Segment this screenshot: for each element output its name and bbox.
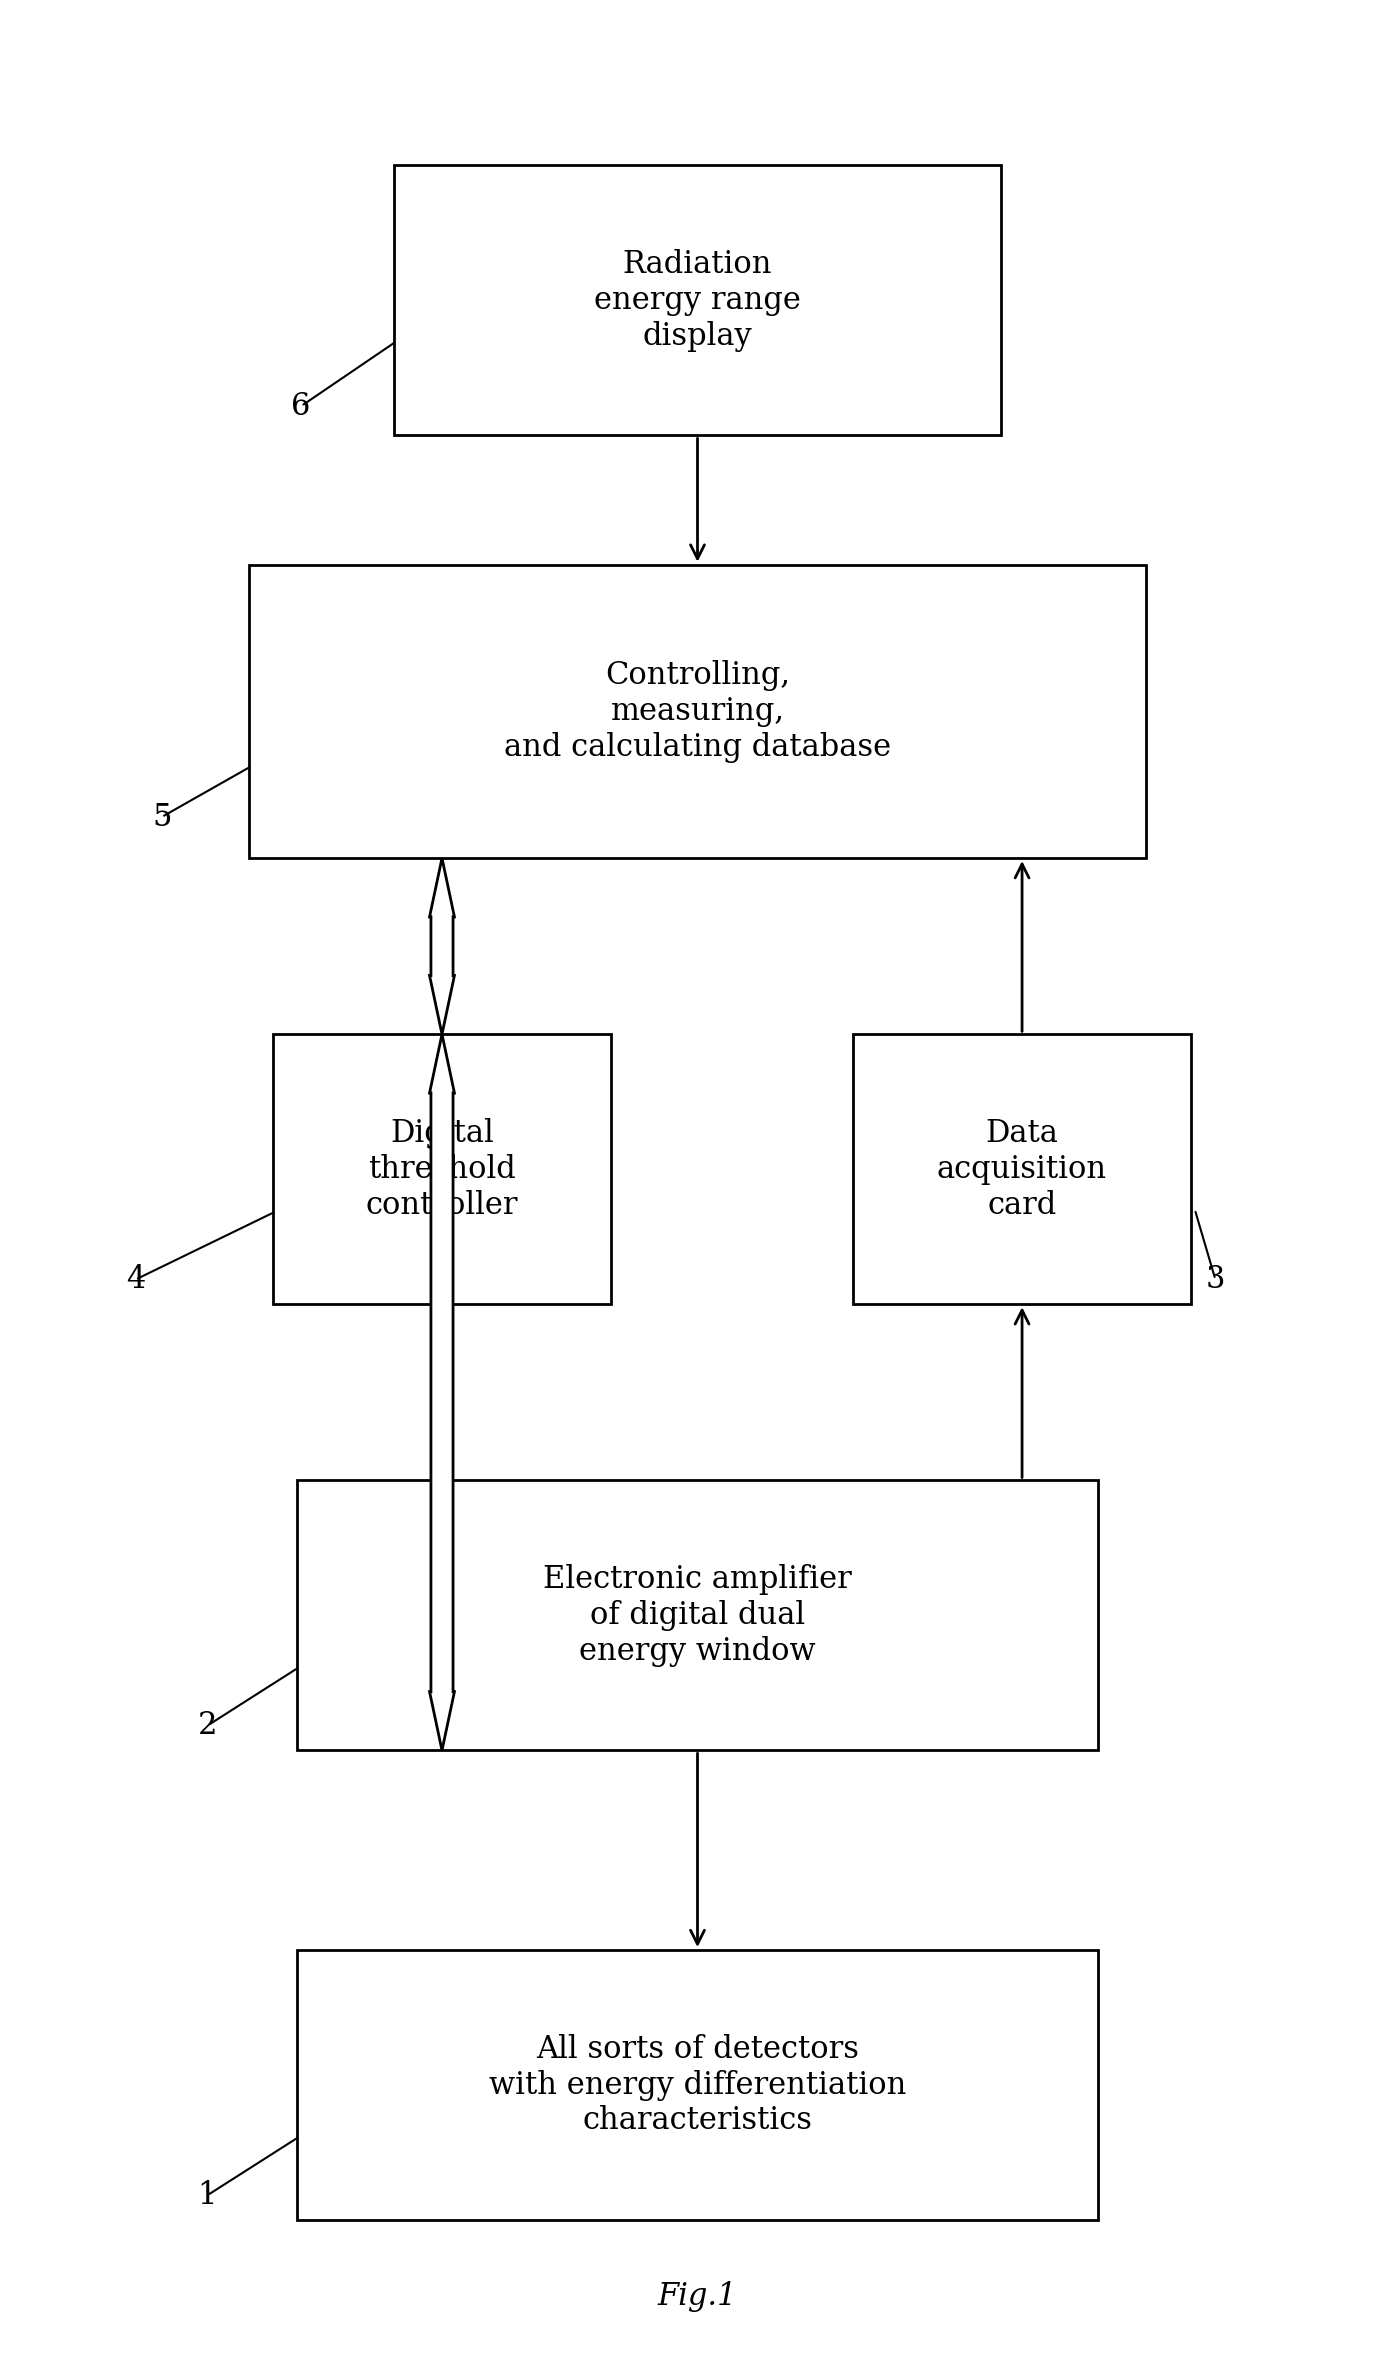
FancyBboxPatch shape bbox=[297, 1951, 1098, 2220]
FancyBboxPatch shape bbox=[393, 165, 1002, 435]
Text: Data
acquisition
card: Data acquisition card bbox=[937, 1117, 1108, 1221]
Polygon shape bbox=[430, 1035, 455, 1750]
Text: 2: 2 bbox=[198, 1710, 218, 1741]
Text: 1: 1 bbox=[198, 2180, 218, 2211]
FancyBboxPatch shape bbox=[248, 565, 1147, 857]
Text: Radiation
energy range
display: Radiation energy range display bbox=[594, 248, 801, 352]
Polygon shape bbox=[430, 857, 455, 1035]
Text: All sorts of detectors
with energy differentiation
characteristics: All sorts of detectors with energy diffe… bbox=[488, 2034, 907, 2135]
Text: Digital
threshold
controller: Digital threshold controller bbox=[365, 1117, 519, 1221]
FancyBboxPatch shape bbox=[273, 1035, 611, 1304]
Text: Electronic amplifier
of digital dual
energy window: Electronic amplifier of digital dual ene… bbox=[543, 1564, 852, 1668]
Text: 4: 4 bbox=[126, 1264, 145, 1294]
FancyBboxPatch shape bbox=[297, 1481, 1098, 1750]
Text: Fig.1: Fig.1 bbox=[658, 2282, 737, 2312]
Text: 6: 6 bbox=[292, 390, 311, 423]
FancyBboxPatch shape bbox=[852, 1035, 1191, 1304]
Text: 3: 3 bbox=[1205, 1264, 1225, 1294]
Text: 5: 5 bbox=[152, 801, 172, 831]
Text: Controlling,
measuring,
and calculating database: Controlling, measuring, and calculating … bbox=[504, 659, 891, 763]
